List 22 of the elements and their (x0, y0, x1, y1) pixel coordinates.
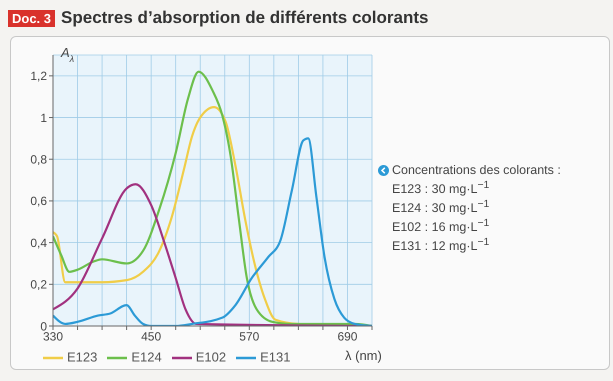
text: E123 : 30 mg·L$^{−1}$ (392, 179, 490, 198)
x-tick-label: 450 (141, 330, 162, 344)
y-tick-label: 0,8 (30, 152, 48, 166)
text: E124 : 30 mg·L$^{−1}$ (392, 198, 490, 216)
text: E131 : 12 mg·L$^{−1}$ (392, 236, 490, 255)
x-tick-label: 690 (337, 330, 358, 344)
x-axis-title: λ (nm) (345, 348, 382, 363)
text: Concentrations des colorants : (392, 162, 561, 178)
text: E102 : 16 mg·L$^{−1}$ (392, 217, 490, 236)
x-tick-label: 570 (239, 330, 260, 344)
legend-label: E123 (67, 349, 98, 364)
y-tick-label: 0,6 (30, 194, 48, 208)
y-axis-title: A$_{λ}$ (60, 45, 74, 64)
text: Doc. 3 (8, 10, 56, 26)
legend-label: E102 (196, 349, 226, 364)
y-tick-label: 0,2 (30, 278, 48, 292)
y-tick-label: 1,2 (30, 69, 48, 84)
legend-label: E124 (131, 349, 162, 364)
chart-title: Spectres d’absorption de différents colorants (61, 8, 428, 28)
y-tick-label: 1 (40, 110, 48, 125)
y-tick-label: 0,4 (30, 236, 48, 250)
legend-label: E131 (260, 349, 290, 364)
